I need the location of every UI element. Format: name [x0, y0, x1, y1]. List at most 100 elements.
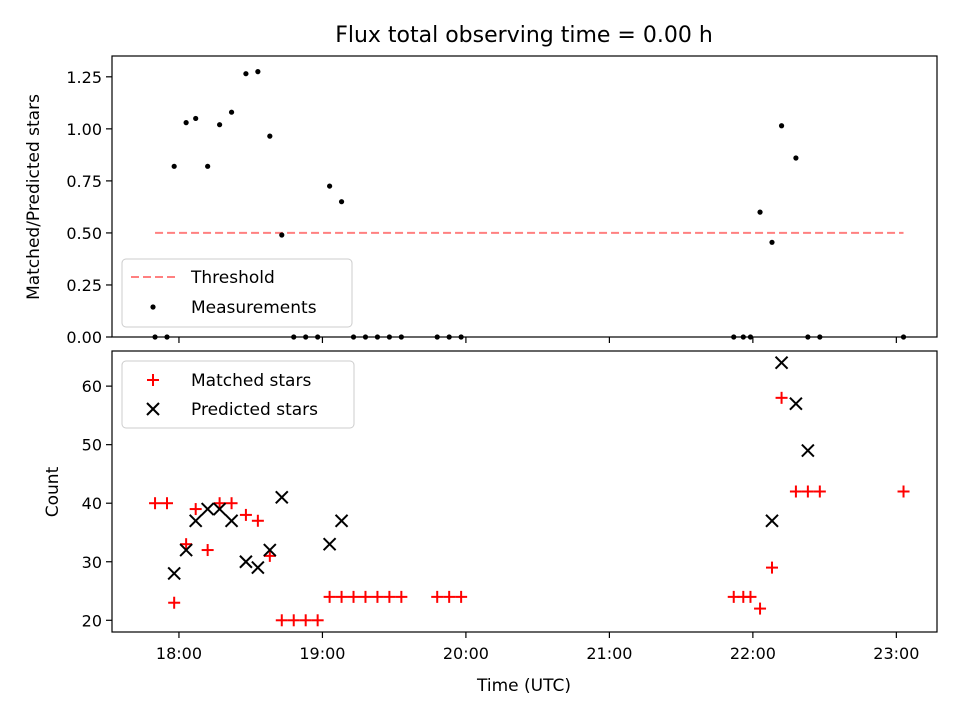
bottom-axes-frame: [111, 350, 938, 633]
legend-matched-label: Matched stars: [191, 371, 311, 391]
matched-star-point: [347, 590, 360, 603]
matched-star-point: [149, 497, 162, 510]
matched-star-point: [239, 508, 252, 521]
top-axes-frame: [111, 55, 938, 338]
matched-star-point: [251, 514, 264, 527]
matched-star-point: [371, 590, 384, 603]
predicted-star-point: [774, 356, 789, 370]
predicted-star-point: [801, 443, 815, 458]
matched-star-point: [201, 544, 214, 557]
matched-star-point: [766, 561, 778, 574]
matched-star-point: [789, 485, 802, 498]
measurement-point: [267, 133, 273, 139]
measurement-point: [279, 232, 285, 238]
predicted-star-point: [200, 502, 215, 516]
ratio-panel: Flux total observing time = 0.00 h 0.00 0…: [24, 23, 938, 347]
matched-star-point: [168, 596, 181, 609]
top-legend: Threshold Measurements: [121, 258, 353, 328]
matched-star-point: [754, 602, 767, 615]
matched-star-point: [359, 590, 372, 603]
bottom-y-tick-label: 40: [82, 494, 102, 513]
matched-star-point: [395, 590, 408, 603]
matched-star-point: [455, 590, 468, 603]
matched-star-point: [299, 614, 312, 627]
measurement-point: [205, 163, 211, 169]
legend-measurements-label: Measurements: [191, 298, 317, 318]
top-y-axis: 0.00 0.25 0.50 0.75 1.00 1.25: [66, 68, 112, 347]
top-plot-area: [152, 69, 907, 340]
predicted-star-point: [263, 543, 277, 557]
measurement-point: [243, 71, 249, 77]
measurement-point: [183, 120, 189, 126]
x-tick-label: 22:00: [730, 644, 776, 663]
matched-star-point: [383, 590, 396, 603]
top-y-tick-label: 0.00: [66, 328, 102, 347]
matched-star-point: [225, 497, 238, 510]
x-tick-label: 18:00: [156, 644, 202, 663]
predicted-star-point: [167, 566, 181, 581]
matched-star-point: [897, 485, 910, 498]
x-tick-label: 19:00: [299, 644, 345, 663]
top-y-tick-label: 0.75: [66, 172, 102, 191]
top-y-tick-label: 1.00: [66, 120, 102, 139]
predicted-star-point: [179, 543, 193, 557]
bottom-plot-area: [149, 356, 910, 627]
top-y-tick-label: 1.25: [66, 68, 102, 87]
predicted-star-point: [789, 396, 803, 411]
bottom-legend: Matched stars Predicted stars: [121, 360, 355, 429]
bottom-y-axis: 20 30 40 50 60: [82, 377, 112, 630]
measurement-point: [769, 239, 775, 245]
matched-star-point: [323, 590, 336, 603]
top-y-tick-label: 0.25: [66, 276, 102, 295]
predicted-star-point: [765, 514, 779, 528]
predicted-star-point: [275, 490, 289, 505]
bottom-y-axis-label: Count: [43, 466, 63, 517]
chart-title: Flux total observing time = 0.00 h: [335, 23, 713, 48]
predicted-star-point: [224, 514, 239, 528]
bottom-y-tick-label: 50: [82, 436, 102, 455]
x-tick-label: 21:00: [586, 644, 632, 663]
predicted-star-point: [322, 537, 337, 551]
measurement-point: [793, 155, 799, 161]
count-panel: 20 30 40 50 60 18:00 19:00 20:00 21:00 22:00 23:0…: [43, 350, 938, 696]
legend-predicted-label: Predicted stars: [191, 400, 318, 420]
matched-star-point: [775, 391, 788, 404]
matched-star-point: [335, 590, 348, 603]
matched-star-point: [275, 614, 288, 627]
predicted-star-point: [188, 514, 203, 528]
measurement-point: [228, 109, 235, 115]
measurement-point: [757, 209, 763, 215]
matched-star-point: [180, 538, 193, 551]
bottom-y-tick-label: 30: [82, 553, 102, 572]
matched-star-point: [213, 497, 226, 510]
legend-threshold-label: Threshold: [190, 268, 275, 288]
x-tick-label: 20:00: [443, 644, 489, 663]
top-y-axis-label: Matched/Predicted stars: [24, 94, 44, 300]
measurement-point: [193, 115, 199, 122]
bottom-y-tick-label: 20: [82, 611, 102, 630]
legend-matched-marker: [147, 374, 159, 386]
matched-star-point: [161, 497, 173, 510]
measurement-point: [217, 122, 223, 128]
matched-star-point: [311, 614, 324, 627]
measurement-point: [338, 199, 345, 205]
legend-predicted-marker: [146, 402, 160, 416]
legend-measurements-marker: [150, 304, 156, 310]
matched-star-point: [189, 503, 202, 516]
measurement-point: [171, 163, 177, 169]
x-tick-label: 23:00: [873, 644, 919, 663]
matched-star-point: [443, 590, 456, 603]
matched-star-point: [801, 485, 814, 498]
matched-star-point: [744, 590, 757, 603]
predicted-star-point: [251, 560, 265, 575]
matched-star-point: [813, 485, 826, 498]
matched-star-point: [431, 590, 444, 603]
measurement-point: [778, 123, 785, 129]
measurement-point: [327, 183, 333, 189]
predicted-star-point: [334, 514, 349, 528]
matched-star-point: [287, 614, 300, 627]
x-axis-label: Time (UTC): [476, 676, 571, 696]
bottom-x-axis: 18:00 19:00 20:00 21:00 22:00 23:00: [156, 632, 919, 663]
predicted-star-point: [212, 502, 227, 516]
